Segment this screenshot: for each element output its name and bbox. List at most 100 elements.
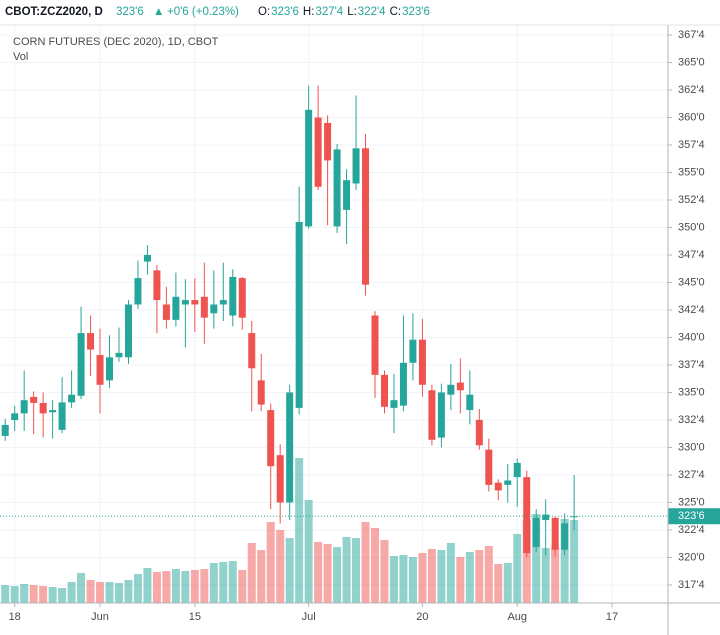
- volume-bar: [96, 582, 105, 603]
- y-tick-label: 337'4: [678, 359, 705, 371]
- volume-bar: [190, 570, 199, 603]
- volume-bar: [503, 563, 512, 603]
- volume-bar: [162, 571, 171, 603]
- candle-body: [162, 304, 170, 320]
- volume-bar: [323, 544, 332, 603]
- candle-body: [181, 300, 189, 305]
- volume-bar: [418, 553, 427, 603]
- candle-body: [124, 304, 132, 358]
- volume-bar: [295, 458, 304, 603]
- candle-body: [219, 300, 227, 305]
- volume-bar: [228, 561, 237, 603]
- candle-body: [295, 221, 303, 408]
- volume-bar: [266, 522, 275, 603]
- candle-body: [96, 355, 104, 385]
- candle-body: [399, 362, 407, 406]
- ohlc: O: 323'6 H: 327'4 L: 322'4 C: 323'6: [258, 6, 430, 18]
- y-tick-label: 345'0: [678, 276, 705, 288]
- ohlc-label: C:: [390, 6, 402, 18]
- last-price-label: 323'6: [678, 510, 705, 522]
- candle-body: [343, 180, 351, 210]
- ohlc-value: 323'6: [271, 6, 299, 18]
- candle-body: [248, 333, 256, 369]
- candle-body: [324, 123, 332, 161]
- volume-bar: [352, 538, 361, 603]
- volume-bar: [1, 585, 10, 603]
- volume-bar: [380, 540, 389, 603]
- axes: 317'4 320'0 322'4 325'0 327'4 330'0 332'4 335'0…: [0, 29, 720, 623]
- y-tick-label: 350'0: [678, 221, 705, 233]
- volume-bar: [389, 556, 398, 603]
- candle-body: [20, 400, 28, 414]
- volume-bar: [446, 543, 455, 603]
- volume-bar: [522, 520, 531, 603]
- candle-body: [494, 482, 502, 491]
- ohlc-value: 327'4: [315, 6, 343, 18]
- volume-bar: [58, 588, 67, 603]
- candle-body: [200, 296, 208, 318]
- candle-body: [134, 278, 142, 305]
- y-tick-label: 322'4: [678, 524, 705, 536]
- candle-body: [1, 424, 9, 436]
- volume-bar: [29, 585, 38, 603]
- y-tick-label: 327'4: [678, 469, 705, 481]
- volume-bar: [465, 552, 474, 603]
- volume-bar: [399, 555, 408, 603]
- volume-bar: [437, 550, 446, 603]
- candle-body: [30, 396, 38, 403]
- y-tick-label: 325'0: [678, 496, 705, 508]
- volume-bar: [551, 547, 560, 603]
- y-tick-label: 335'0: [678, 386, 705, 398]
- candle-body: [229, 276, 237, 316]
- candle-body: [49, 410, 57, 413]
- candles: [1, 85, 578, 558]
- candle-body: [115, 352, 123, 358]
- volume-bar: [133, 574, 142, 603]
- x-tick-label: Jul: [302, 611, 316, 623]
- candle-body: [362, 148, 370, 285]
- volume-bar: [77, 573, 86, 603]
- candle-body: [39, 402, 47, 414]
- y-tick-label: 360'0: [678, 111, 705, 123]
- volume-bar: [152, 572, 161, 603]
- candle-body: [153, 270, 161, 301]
- x-tick-label: Aug: [507, 611, 527, 623]
- volume-bar: [484, 546, 493, 603]
- y-tick-label: 355'0: [678, 166, 705, 178]
- candle-body: [305, 109, 313, 227]
- y-tick-label: 332'4: [678, 414, 705, 426]
- last-price-box: [668, 508, 720, 525]
- volume-bar: [560, 519, 569, 603]
- volume-bar: [200, 569, 209, 603]
- volume: [1, 458, 579, 603]
- x-tick-label: 15: [189, 611, 201, 623]
- x-tick-label: 20: [416, 611, 428, 623]
- volume-bar: [333, 547, 342, 603]
- candle-body: [257, 380, 265, 405]
- y-tick-label: 357'4: [678, 139, 705, 151]
- candle-body: [437, 392, 445, 438]
- ohlc-label: O:: [258, 6, 270, 18]
- y-tick-label: 342'4: [678, 304, 705, 316]
- y-tick-label: 330'0: [678, 441, 705, 453]
- volume-bar: [114, 583, 123, 603]
- volume-bar: [371, 528, 380, 603]
- change: +0'6 (+0.23%): [167, 6, 239, 18]
- x-tick-label: 17: [606, 611, 618, 623]
- volume-bar: [48, 587, 57, 603]
- ohlc-label: H:: [303, 6, 315, 18]
- volume-bar: [427, 549, 436, 603]
- ohlc-label: L:: [347, 6, 357, 18]
- candle-body: [314, 117, 322, 187]
- chart-title: CORN FUTURES (DEC 2020), 1D, CBOT: [13, 36, 219, 48]
- candle-body: [11, 413, 19, 420]
- volume-bar: [10, 586, 19, 603]
- candle-body: [380, 374, 388, 407]
- y-tick-label: 365'0: [678, 56, 705, 68]
- candle-body: [513, 462, 521, 478]
- volume-bar: [39, 586, 48, 603]
- volume-bar: [276, 530, 285, 603]
- candle-body: [542, 514, 550, 521]
